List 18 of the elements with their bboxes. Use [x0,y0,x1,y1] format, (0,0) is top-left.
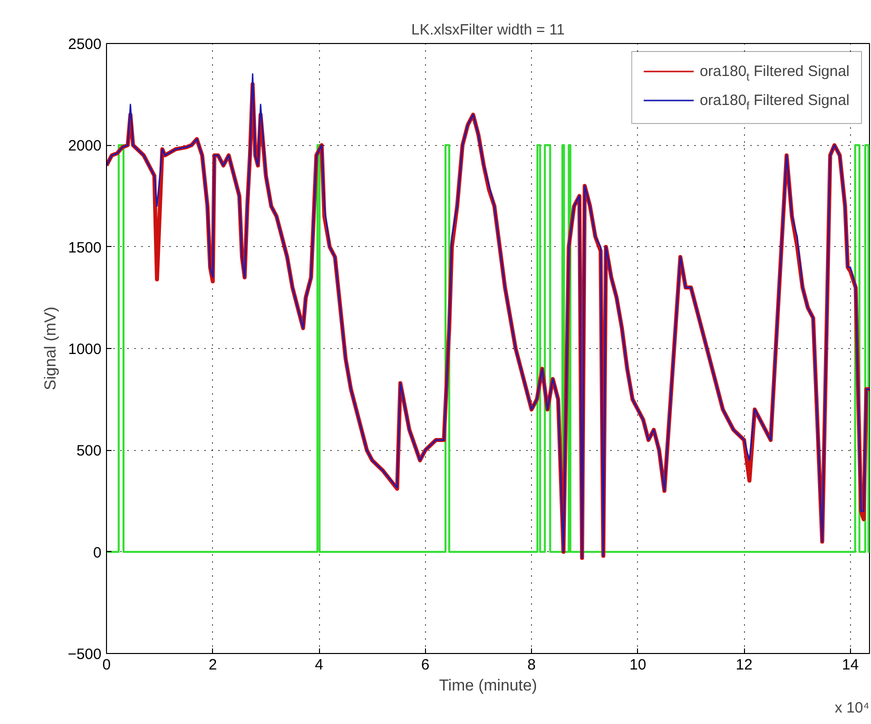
x-tick-label: 8 [527,656,536,674]
x-axis-title: Time (minute) [438,678,538,694]
text: x 10⁴ [834,700,870,716]
x-tick-label: 14 [842,656,859,674]
y-tick-label: 2000 [68,138,102,155]
y-tick-label: 0 [93,544,102,562]
x-tick-label: 4 [314,656,324,674]
y-tick-label: 2500 [68,36,102,53]
y-tick-label: 1500 [68,239,102,256]
x-tick-label: 10 [629,656,646,674]
y-tick-label: 1000 [68,341,102,358]
chart-title: LK.xlsxFilter width = 11 [411,22,565,38]
y-tick-label: 500 [76,442,102,460]
x-tick-label: 2 [208,656,217,674]
x-tick-label: 6 [421,656,430,674]
y-axis-title: Signal (mV) [42,306,60,390]
y-tick-label: −500 [68,646,102,663]
x-tick-label: 12 [736,656,752,674]
